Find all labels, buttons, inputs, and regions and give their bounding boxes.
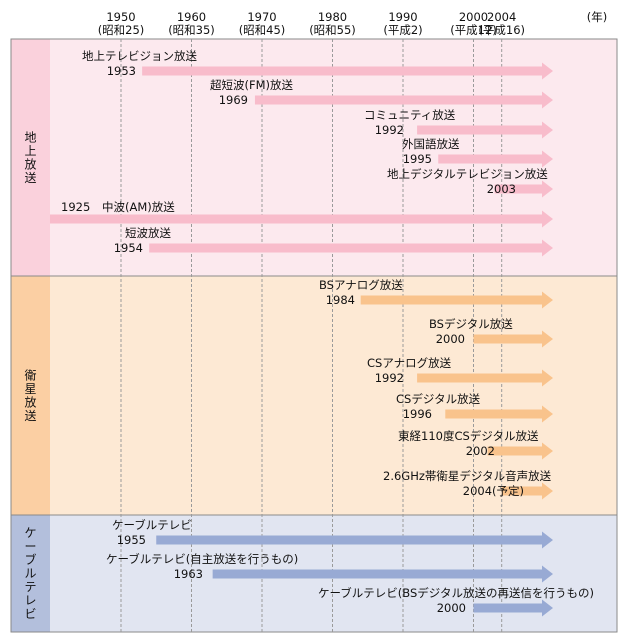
tick-year-1950: 1950: [106, 10, 135, 24]
item-label: 超短波(FM)放送: [210, 78, 294, 92]
item-start-label: 2004(予定): [463, 484, 524, 498]
group-label-char: 送: [24, 170, 36, 185]
item-start-label: 1963: [174, 567, 203, 581]
item-start-label: 1953: [107, 64, 136, 78]
item-label: 外国語放送: [402, 137, 460, 151]
tick-year-2000: 2000: [459, 10, 488, 24]
item-start-label: 2000: [436, 332, 465, 346]
group-side-2: [11, 515, 50, 632]
item-label: ケーブルテレビ(BSデジタル放送の再送信を行うもの): [318, 586, 594, 600]
year-axis: (年) 1950(昭和25) 1960(昭和35) 1970(昭和45) 1980(昭…: [98, 10, 608, 37]
tick-year-1980: 1980: [318, 10, 347, 24]
item-start-label: 1992: [375, 371, 404, 385]
tick-era-2000: (平成12): [450, 23, 497, 37]
timeline-items: 地上テレビジョン放送1953超短波(FM)放送1969コミュニティ放送1992外…: [50, 49, 594, 617]
group-label-char: 放: [24, 156, 36, 171]
item-start-label: 1992: [375, 123, 404, 137]
item-label: コミュニティ放送: [364, 108, 456, 122]
item-start-label: 1996: [403, 407, 432, 421]
timeline-arrow: [254, 91, 553, 109]
timeline-arrow: [156, 531, 553, 549]
group-side-1: [11, 276, 50, 515]
group-side-0: [11, 39, 50, 276]
item-label: ケーブルテレビ(自主放送を行うもの): [106, 552, 298, 566]
group-band-1: [11, 276, 617, 515]
group-label-char: ル: [24, 567, 36, 581]
tick-year-1970: 1970: [247, 10, 276, 24]
item-label: 東経110度CSデジタル放送: [398, 429, 539, 443]
timeline-arrow: [417, 369, 553, 387]
timeline-arrow: [149, 239, 553, 257]
item-start-label: 1995: [403, 152, 432, 166]
timeline-arrow: [438, 150, 553, 168]
group-label-char: ー: [24, 540, 36, 554]
item-label: BSデジタル放送: [429, 317, 513, 331]
item-label: 短波放送: [125, 226, 171, 240]
timeline-arrow: [360, 291, 553, 309]
tick-era-1950: (昭和25): [98, 23, 145, 37]
timeline-arrow: [445, 405, 553, 423]
group-label-char: 送: [24, 408, 36, 423]
group-label-char: レ: [24, 594, 36, 608]
item-start-label: 1955: [117, 533, 146, 547]
item-start-label: 1984: [326, 293, 355, 307]
item-label: 中波(AM)放送: [102, 200, 175, 214]
item-start-label: 2000: [437, 601, 466, 615]
tick-era-1960: (昭和35): [168, 23, 215, 37]
group-label-char: 地: [24, 130, 36, 144]
tick-era-1970: (昭和45): [239, 23, 286, 37]
group-label-char: 衛: [24, 368, 36, 382]
group-label-char: 星: [24, 382, 36, 396]
timeline-arrow: [487, 442, 553, 460]
item-label: ケーブルテレビ: [112, 518, 192, 532]
group-label-char: 放: [24, 394, 36, 409]
group-label-char: ビ: [24, 607, 36, 621]
item-label: CSアナログ放送: [367, 356, 452, 370]
tick-era-1980: (昭和55): [309, 23, 356, 37]
tick-era-1990: (平成2): [383, 23, 422, 37]
item-label: CSデジタル放送: [396, 392, 481, 406]
item-start-label: 1954: [114, 241, 143, 255]
timeline-arrow: [473, 330, 553, 348]
item-start-label: 2002: [466, 444, 495, 458]
timeline-arrow: [494, 180, 553, 198]
timeline-arrow: [50, 210, 553, 228]
item-start-label: 1969: [219, 93, 248, 107]
group-border-2: [10, 514, 618, 633]
tick-year-1960: 1960: [177, 10, 206, 24]
group-label-char: テ: [24, 580, 36, 594]
tick-era-2004: (平成16): [478, 23, 525, 37]
group-label-char: 上: [24, 144, 36, 158]
item-start-label: 1925: [61, 200, 90, 214]
item-label: 地上デジタルテレビジョン放送: [387, 167, 548, 181]
tick-year-1990: 1990: [388, 10, 417, 24]
timeline-arrow: [142, 62, 553, 80]
item-label: BSアナログ放送: [319, 278, 403, 292]
item-label: 地上テレビジョン放送: [82, 49, 197, 63]
item-start-label: 2003: [487, 182, 516, 196]
group-label-char: ケ: [24, 526, 36, 540]
timeline-arrow: [212, 565, 553, 583]
timeline-arrow: [501, 482, 553, 500]
group-label-char: ブ: [24, 552, 36, 567]
tick-year-2004: 2004: [487, 10, 516, 24]
year-unit-label: (年): [587, 10, 607, 24]
item-label: 2.6GHz帯衛星デジタル音声放送: [383, 469, 552, 483]
timeline-arrow: [417, 121, 553, 139]
timeline-arrow: [473, 599, 553, 617]
